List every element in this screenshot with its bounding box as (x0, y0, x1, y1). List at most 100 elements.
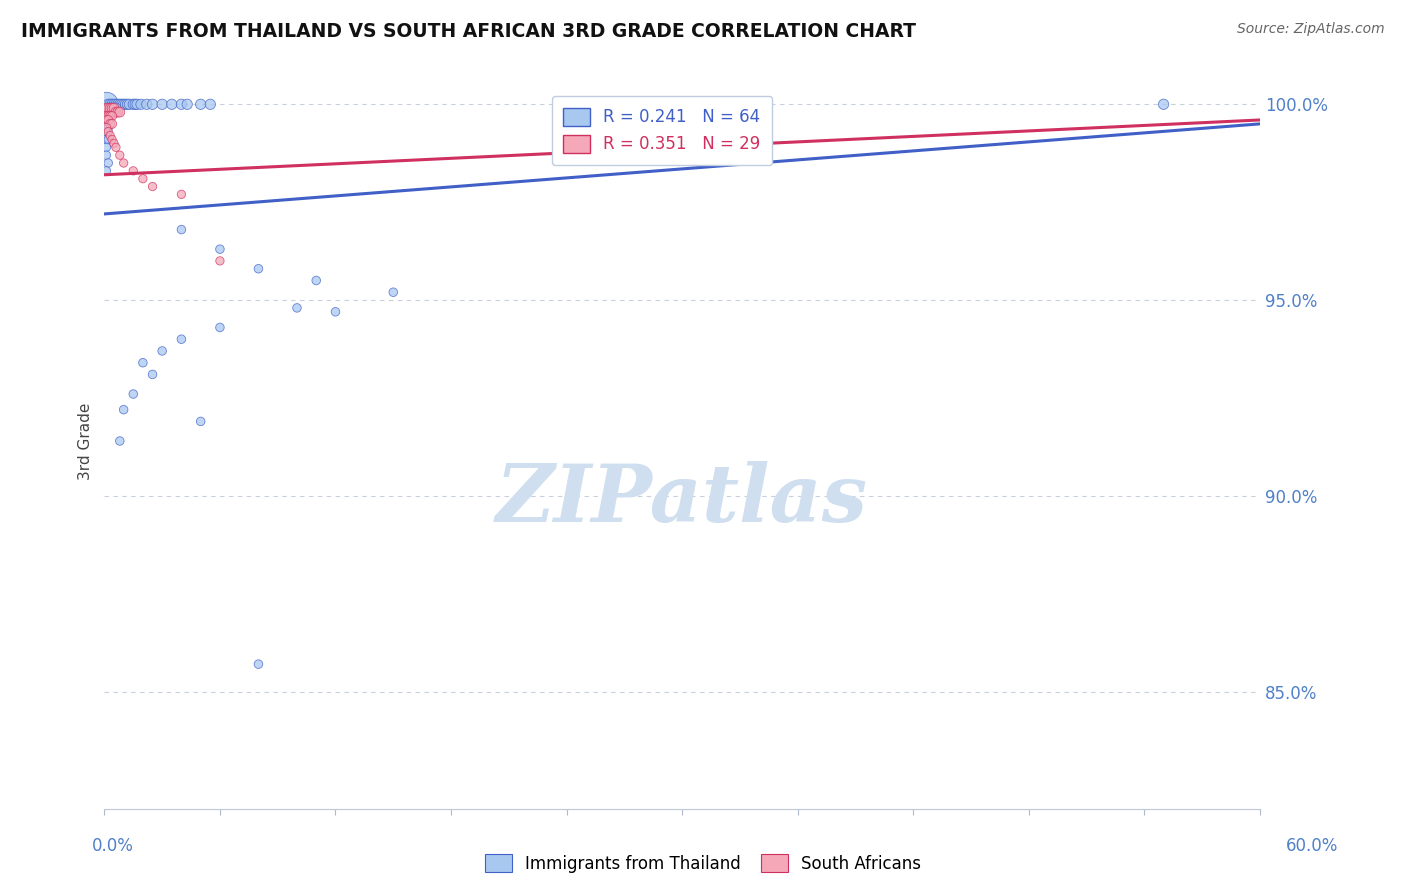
Point (103, 136, 125, 151)
Point (98, 101, 121, 115)
Point (101, 109, 124, 123)
Point (129, 97, 152, 112)
Point (96, 101, 118, 115)
Point (1153, 97, 1175, 112)
Point (122, 164, 145, 178)
Point (111, 97, 134, 112)
Point (141, 179, 163, 194)
Point (97, 156, 120, 170)
Point (101, 132, 124, 146)
Point (97, 105, 120, 120)
Point (101, 101, 124, 115)
Text: Source: ZipAtlas.com: Source: ZipAtlas.com (1237, 22, 1385, 37)
Point (96, 109, 118, 123)
Point (170, 187, 193, 202)
Point (108, 105, 131, 120)
Point (150, 97, 173, 112)
Text: ZIPatlas: ZIPatlas (496, 461, 868, 539)
Point (98, 105, 121, 120)
Point (200, 97, 222, 112)
Point (97, 109, 120, 123)
Point (382, 285, 405, 300)
Point (208, 242, 231, 256)
Point (107, 105, 129, 120)
Point (114, 97, 136, 112)
Point (135, 97, 157, 112)
Point (132, 171, 155, 186)
Point (101, 97, 124, 112)
Point (247, 261, 270, 276)
Point (127, 97, 149, 112)
Point (170, 97, 193, 112)
Point (208, 253, 231, 268)
Point (97, 109, 120, 123)
Point (96, 120, 118, 135)
Point (101, 117, 124, 131)
Point (176, 97, 198, 112)
Point (117, 97, 139, 112)
Point (150, 343, 173, 358)
Text: IMMIGRANTS FROM THAILAND VS SOUTH AFRICAN 3RD GRADE CORRELATION CHART: IMMIGRANTS FROM THAILAND VS SOUTH AFRICA… (21, 22, 917, 41)
Point (208, 320, 231, 334)
Point (132, 356, 155, 370)
Point (285, 301, 308, 315)
Point (108, 148, 131, 162)
Text: 60.0%: 60.0% (1286, 837, 1339, 855)
Point (122, 387, 145, 401)
Point (325, 305, 347, 319)
Point (96, 140, 118, 154)
Point (118, 97, 141, 112)
Point (103, 97, 125, 112)
Point (101, 101, 124, 115)
Point (97, 101, 120, 115)
Point (97, 97, 120, 112)
Point (160, 97, 183, 112)
Point (98, 101, 121, 115)
Point (104, 97, 127, 112)
Point (96, 120, 118, 135)
Point (141, 368, 163, 382)
Point (96, 132, 118, 146)
Point (103, 101, 125, 115)
Point (96, 125, 118, 139)
Point (98, 128, 121, 143)
Text: 0.0%: 0.0% (91, 837, 134, 855)
Point (97, 101, 120, 115)
Point (98, 97, 121, 112)
Point (96, 109, 118, 123)
Point (107, 97, 129, 112)
Point (190, 97, 212, 112)
Point (104, 140, 127, 154)
Point (112, 156, 135, 170)
Point (97, 132, 120, 146)
Point (305, 273, 328, 287)
Point (97, 112, 120, 127)
Point (96, 148, 118, 162)
Point (170, 222, 193, 236)
Legend: Immigrants from Thailand, South Africans: Immigrants from Thailand, South Africans (478, 847, 928, 880)
Point (108, 97, 131, 112)
Point (97, 125, 120, 139)
Point (122, 97, 145, 112)
Point (104, 105, 127, 120)
Point (96, 164, 118, 178)
Point (96, 112, 118, 127)
Point (101, 105, 124, 120)
Point (190, 414, 212, 428)
Point (112, 97, 135, 112)
Point (112, 402, 135, 417)
Point (96, 112, 118, 127)
Point (170, 332, 193, 346)
Point (103, 101, 125, 115)
Point (98, 109, 121, 123)
Point (104, 101, 127, 115)
Point (96, 97, 118, 112)
Point (247, 657, 270, 672)
Point (98, 117, 121, 131)
Point (97, 112, 120, 127)
Y-axis label: 3rd Grade: 3rd Grade (79, 402, 93, 480)
Point (108, 434, 131, 448)
Legend: R = 0.241   N = 64, R = 0.351   N = 29: R = 0.241 N = 64, R = 0.351 N = 29 (551, 96, 772, 165)
Point (124, 97, 146, 112)
Point (141, 97, 163, 112)
